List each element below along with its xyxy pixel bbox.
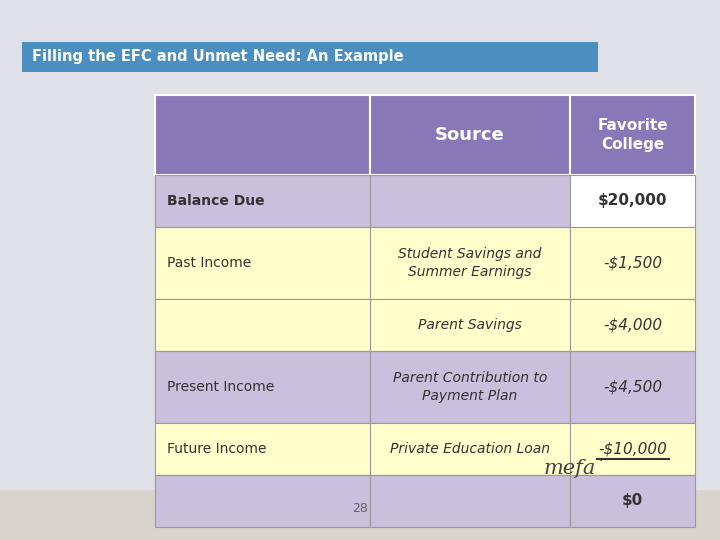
Text: Filling the EFC and Unmet Need: An Example: Filling the EFC and Unmet Need: An Examp… (32, 50, 404, 64)
Bar (370, 227, 570, 299)
Text: Source: Source (435, 126, 505, 144)
Text: Parent Contribution to
Payment Plan: Parent Contribution to Payment Plan (393, 371, 547, 403)
Bar (370, 175, 570, 227)
Bar (155, 299, 370, 351)
Bar (370, 475, 570, 527)
Text: Parent Savings: Parent Savings (418, 318, 522, 332)
Text: -$10,000: -$10,000 (598, 442, 667, 456)
Text: Past Income: Past Income (167, 256, 251, 270)
Text: Balance Due: Balance Due (167, 194, 265, 208)
Text: Favorite
College: Favorite College (597, 118, 668, 152)
Text: $0: $0 (622, 494, 643, 509)
Bar (570, 351, 695, 423)
Text: ·: · (598, 454, 603, 468)
Text: 28: 28 (352, 502, 368, 515)
Bar (570, 227, 695, 299)
Bar (155, 227, 370, 299)
Text: -$4,000: -$4,000 (603, 318, 662, 333)
Bar (370, 95, 570, 175)
Bar (570, 95, 695, 175)
Text: -$1,500: -$1,500 (603, 255, 662, 271)
Text: Private Education Loan: Private Education Loan (390, 442, 550, 456)
Text: -$4,500: -$4,500 (603, 380, 662, 395)
Bar (570, 299, 695, 351)
Text: $20,000: $20,000 (598, 193, 667, 208)
Bar (570, 175, 695, 227)
Text: mefa: mefa (544, 458, 596, 477)
Bar (370, 351, 570, 423)
Bar (570, 475, 695, 527)
Bar (22, 42, 598, 72)
Bar (155, 423, 370, 475)
Bar (155, 351, 370, 423)
Text: Future Income: Future Income (167, 442, 266, 456)
Text: Student Savings and
Summer Earnings: Student Savings and Summer Earnings (398, 247, 541, 279)
Bar (0, 490, 720, 540)
Text: Present Income: Present Income (167, 380, 274, 394)
Bar (155, 175, 370, 227)
Bar (570, 423, 695, 475)
Bar (155, 475, 370, 527)
Bar (155, 95, 370, 175)
Bar (370, 299, 570, 351)
Bar (370, 423, 570, 475)
